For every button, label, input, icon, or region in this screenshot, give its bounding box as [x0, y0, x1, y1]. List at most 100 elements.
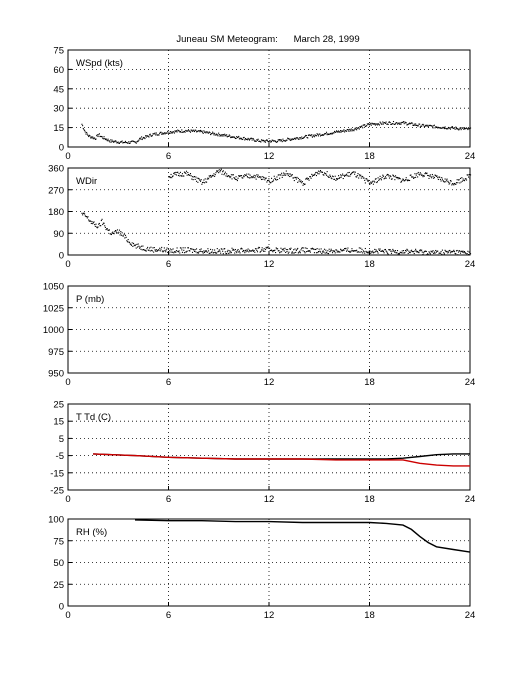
data-point [232, 174, 234, 176]
data-point [250, 176, 253, 178]
data-point [346, 130, 348, 132]
data-point [433, 125, 435, 127]
data-point [395, 122, 397, 124]
data-point [409, 122, 411, 124]
data-point [426, 124, 428, 126]
data-point [438, 127, 440, 129]
data-point [206, 178, 208, 180]
data-point [276, 141, 278, 143]
data-point [239, 252, 241, 254]
data-point [331, 178, 333, 180]
data-point [206, 250, 208, 252]
data-point [246, 138, 248, 140]
y-tick-label: 50 [53, 558, 64, 569]
data-point [455, 127, 458, 129]
data-point [88, 219, 90, 221]
data-point [470, 127, 472, 129]
data-point [313, 134, 315, 136]
data-point [310, 135, 312, 137]
data-point [191, 176, 194, 178]
data-point [172, 248, 174, 250]
x-tick-label: 24 [465, 151, 476, 162]
data-point [96, 226, 98, 228]
data-point [460, 181, 462, 183]
data-point [455, 253, 457, 255]
data-point [386, 251, 388, 253]
data-point [228, 250, 230, 252]
data-point [217, 251, 219, 253]
data-point [145, 250, 147, 252]
data-point [467, 127, 470, 129]
data-point [353, 171, 355, 173]
data-point [462, 127, 464, 129]
data-point [256, 139, 258, 141]
y-tick-label: -25 [50, 486, 64, 497]
data-point [413, 124, 415, 127]
x-tick-label: 18 [364, 377, 375, 388]
data-point [303, 183, 305, 186]
data-point [193, 176, 195, 178]
data-point [284, 173, 286, 175]
data-point [293, 177, 295, 179]
data-point [224, 248, 226, 250]
data-point [214, 134, 216, 136]
data-point [173, 172, 175, 174]
data-point [88, 134, 90, 136]
data-point [425, 250, 427, 253]
data-point [290, 175, 292, 177]
data-point [186, 174, 188, 176]
data-point [441, 177, 443, 179]
data-point [196, 177, 198, 179]
data-point [461, 127, 463, 129]
data-point [137, 246, 139, 248]
data-point [389, 249, 391, 251]
data-point [213, 134, 215, 136]
data-point [100, 225, 102, 227]
data-point [267, 246, 269, 248]
panel-label: WDir [76, 176, 97, 187]
data-point [446, 178, 448, 180]
data-point [451, 183, 454, 185]
data-point [293, 138, 295, 140]
data-point [440, 127, 442, 129]
data-point [339, 176, 341, 179]
data-point [408, 179, 410, 182]
data-point [455, 126, 457, 128]
data-point [171, 177, 173, 179]
data-point [409, 123, 411, 125]
data-point [457, 182, 459, 184]
data-point [171, 175, 173, 177]
data-point [354, 250, 356, 252]
data-point [335, 249, 337, 251]
data-point [127, 142, 129, 144]
data-point [403, 121, 405, 123]
data-point [222, 133, 224, 136]
data-point [144, 249, 146, 251]
data-point [169, 177, 171, 179]
data-point [142, 137, 144, 139]
data-point [224, 173, 226, 175]
data-point [156, 250, 158, 252]
data-point [294, 248, 296, 250]
data-point [335, 131, 337, 133]
data-point [431, 177, 433, 179]
data-point [120, 141, 123, 143]
data-point [227, 249, 229, 251]
data-point [378, 124, 380, 126]
data-point [108, 229, 110, 231]
data-point [269, 247, 271, 249]
data-point [258, 247, 261, 249]
data-point [438, 176, 440, 178]
data-point [381, 176, 383, 178]
data-point [266, 246, 269, 248]
data-point [148, 136, 150, 138]
x-tick-label: 6 [166, 610, 171, 621]
y-tick-label: 90 [53, 229, 64, 240]
data-point [443, 128, 445, 130]
data-point [354, 171, 356, 173]
data-point [280, 174, 282, 176]
data-point [458, 250, 460, 252]
data-point [375, 123, 377, 125]
data-point [356, 249, 358, 251]
data-point [419, 249, 421, 251]
